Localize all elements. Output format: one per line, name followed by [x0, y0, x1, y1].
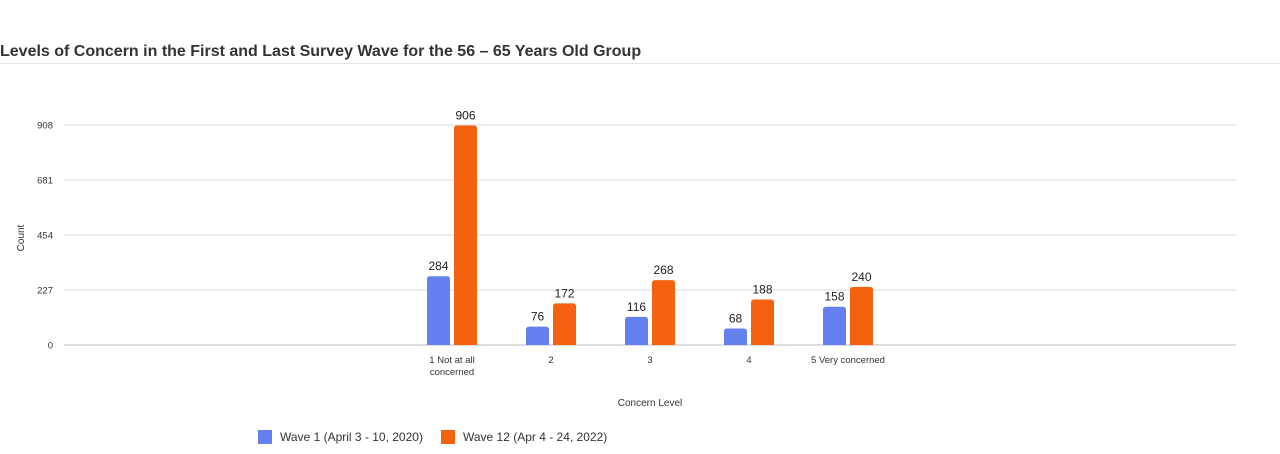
bar-series-2-2[interactable]: [553, 303, 576, 345]
x-axis-label: Concern Level: [618, 398, 682, 409]
data-label-series-1-1-not-at-all-concerned: 284: [428, 259, 448, 273]
bar-series-1-4[interactable]: [724, 328, 747, 345]
data-label-series-2-2: 172: [554, 286, 574, 300]
bars: [427, 125, 873, 345]
bar-series-1-2[interactable]: [526, 326, 549, 345]
x-tick-label-3: 3: [647, 355, 652, 366]
bar-series-2-4[interactable]: [751, 299, 774, 345]
data-label-series-1-4: 68: [729, 312, 743, 326]
x-tick-label-2: 2: [548, 355, 553, 366]
legend-item-wave-12[interactable]: Wave 12 (Apr 4 - 24, 2022): [440, 430, 608, 444]
data-label-series-2-1-not-at-all-concerned: 906: [455, 108, 475, 122]
bar-series-2-5-very-concerned[interactable]: [850, 286, 873, 345]
y-tick-label-0: 0: [48, 341, 53, 352]
gridlines: [64, 124, 1236, 346]
title-divider: [0, 63, 1280, 64]
legend: Wave 1 (April 3 - 10, 2020) Wave 12 (Apr…: [258, 430, 625, 444]
legend-swatch-wave-1: [258, 430, 272, 444]
bar-series-1-5-very-concerned[interactable]: [823, 306, 846, 345]
y-axis-label: Count: [16, 224, 27, 251]
y-tick-label-681: 681: [37, 176, 53, 187]
data-label-series-2-3: 268: [653, 263, 673, 277]
data-label-series-1-2: 76: [531, 310, 545, 324]
x-tick-label-5-very-concerned: 5 Very concerned: [811, 355, 885, 366]
y-tick-label-454: 454: [37, 231, 53, 242]
legend-item-wave-1[interactable]: Wave 1 (April 3 - 10, 2020): [258, 430, 423, 444]
bar-series-1-3[interactable]: [625, 316, 648, 345]
data-label-series-1-5-very-concerned: 158: [824, 290, 844, 304]
y-axis-ticks: 0 227 454 681 908: [37, 121, 53, 352]
legend-label-wave-12: Wave 12 (Apr 4 - 24, 2022): [462, 430, 608, 444]
chart-title: Levels of Concern in the First and Last …: [0, 43, 642, 60]
y-tick-label-227: 227: [37, 286, 53, 297]
y-tick-label-908: 908: [37, 121, 53, 132]
x-tick-label-1-not-at-all-concerned: 1 Not at all concerned: [429, 355, 474, 378]
data-label-series-1-3: 116: [627, 300, 646, 314]
bar-series-2-1-not-at-all-concerned[interactable]: [454, 125, 477, 345]
data-label-series-2-5-very-concerned: 240: [851, 270, 871, 284]
legend-label-wave-1: Wave 1 (April 3 - 10, 2020): [280, 430, 423, 444]
legend-swatch-wave-12: [440, 430, 455, 444]
bar-series-2-3[interactable]: [652, 280, 675, 345]
bar-series-1-1-not-at-all-concerned[interactable]: [427, 276, 450, 345]
x-tick-label-4: 4: [746, 355, 751, 366]
data-labels: 284 906 76 172 116 268 68 188 158 240: [428, 108, 871, 325]
x-axis-ticks: 1 Not at all concerned 2 3 4 5 Very concerned: [429, 355, 885, 378]
data-label-series-2-4: 188: [752, 282, 772, 296]
